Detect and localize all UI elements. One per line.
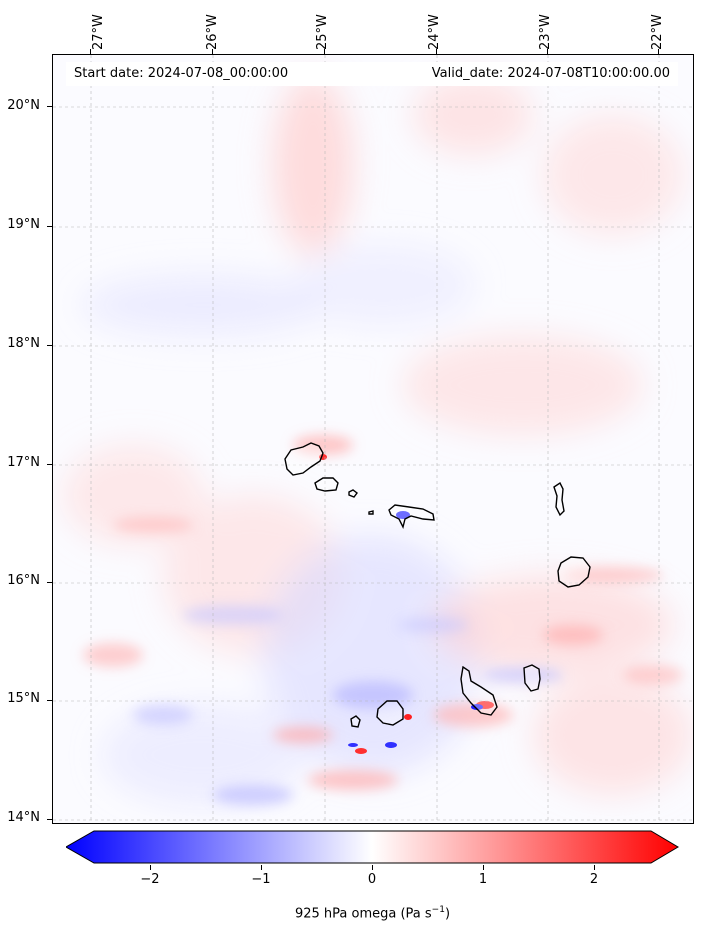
island-fogo (376, 700, 404, 726)
lat-tick (47, 700, 52, 701)
island-santiago (460, 665, 498, 716)
graticule (53, 55, 693, 823)
colorbar-label-2: 2 (589, 872, 599, 887)
date-info-box: Start date: 2024-07-08_00:00:00 Valid_da… (66, 62, 678, 86)
lat-label-20n: 20°N (7, 98, 40, 113)
lon-tick (324, 49, 325, 54)
lat-label-19n: 19°N (7, 217, 40, 232)
colorbar-tick (150, 865, 151, 870)
island-maio (523, 664, 541, 692)
lon-tick (90, 49, 91, 54)
small-scale-cells (83, 435, 683, 805)
island-santo-antao (284, 442, 324, 476)
island-tiny (368, 510, 374, 515)
island-sao-vicente (314, 477, 339, 492)
lon-label-22w: 22°W (650, 14, 665, 50)
colorbar-label-1: 1 (478, 872, 488, 887)
lat-label-14n: 14°N (7, 810, 40, 825)
colorbar-title-main: 925 hPa omega (Pa s (294, 906, 432, 922)
lat-label-16n: 16°N (7, 573, 40, 588)
colorbar-label-neg2: −2 (140, 872, 160, 887)
lon-label-27w: 27°W (91, 14, 106, 50)
lat-label-18n: 18°N (7, 336, 40, 351)
lat-tick (47, 226, 52, 227)
colorbar-tick (594, 865, 595, 870)
lon-label-23w: 23°W (538, 14, 553, 50)
colorbar-tick (261, 865, 262, 870)
lat-label-17n: 17°N (7, 455, 40, 470)
map-plot-area (52, 54, 694, 824)
lat-tick (47, 819, 52, 820)
lat-tick (47, 106, 52, 107)
lat-tick (47, 464, 52, 465)
colorbar-tick (483, 865, 484, 870)
colorbar-title-exponent: −1 (431, 905, 445, 915)
start-date-text: Start date: 2024-07-08_00:00:00 (74, 66, 289, 81)
colorbar-title: 925 hPa omega (Pa s−1) (0, 905, 703, 921)
colorbar-title-end: ) (444, 906, 451, 922)
colorbar (64, 830, 679, 864)
lon-label-25w: 25°W (315, 14, 330, 50)
colorbar-graphic (64, 830, 679, 864)
colorbar-label-neg1: −1 (251, 872, 271, 887)
omega-field (53, 55, 693, 823)
lon-tick (658, 49, 659, 54)
lon-tick (212, 49, 213, 54)
island-brava (350, 715, 361, 728)
valid-date-text: Valid_date: 2024-07-08T10:00:00.00 (431, 66, 670, 81)
lat-label-15n: 15°N (7, 691, 40, 706)
colorbar-label-0: 0 (367, 872, 377, 887)
lon-label-26w: 26°W (205, 14, 220, 50)
coastlines (284, 442, 591, 728)
island-sao-nicolau (388, 504, 435, 530)
colorbar-tick (372, 865, 373, 870)
lat-tick (47, 582, 52, 583)
island-boa-vista (557, 556, 591, 588)
lat-tick (47, 345, 52, 346)
lon-tick (547, 49, 548, 54)
lon-tick (436, 49, 437, 54)
island-sal (553, 481, 565, 517)
lon-label-24w: 24°W (427, 14, 442, 50)
island-santa-luzia (348, 489, 358, 498)
